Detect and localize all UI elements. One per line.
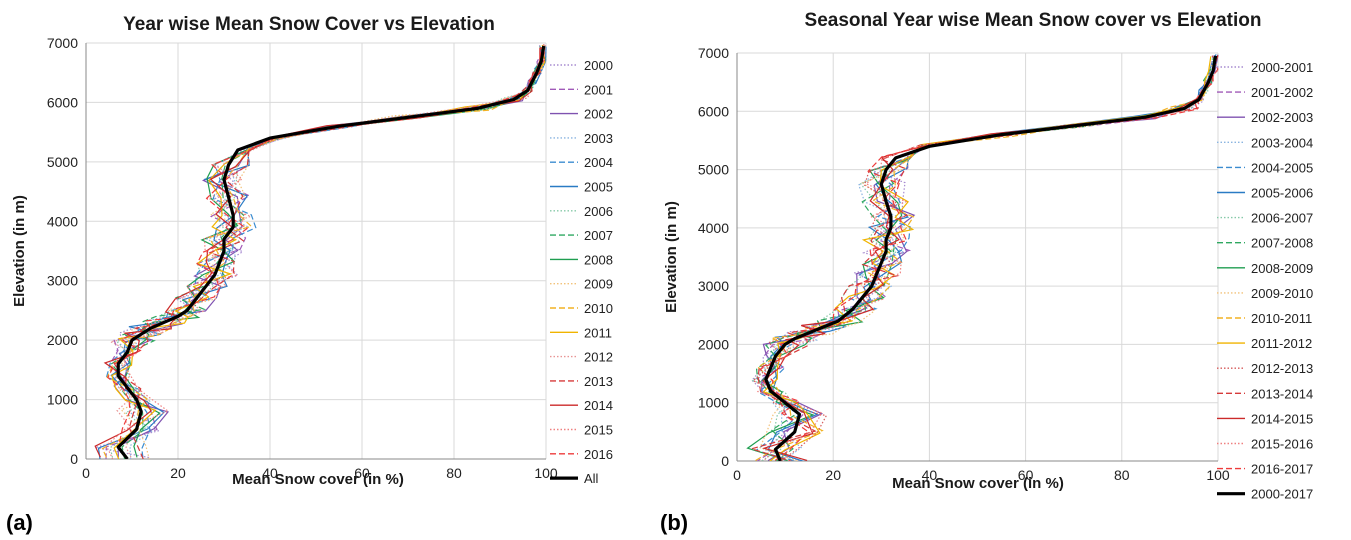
legend-entry-2001-2002: 2001-2002: [1251, 85, 1313, 100]
x-tick-label: 60: [1018, 467, 1034, 483]
legend-entry-2007-2008: 2007-2008: [1251, 236, 1313, 251]
legend-entry-2006-2007: 2006-2007: [1251, 211, 1313, 226]
legend-entry-2011-2012: 2011-2012: [1251, 336, 1312, 351]
legend-entry-2007: 2007: [584, 228, 613, 243]
x-tick-label: 60: [354, 465, 370, 481]
x-tick-label: 100: [1206, 467, 1230, 483]
y-tick-label: 2000: [698, 336, 729, 352]
x-tick-label: 80: [1114, 467, 1130, 483]
legend-entry-2001: 2001: [584, 82, 613, 97]
x-tick-label: 20: [170, 465, 186, 481]
legend-entry-2004-2005: 2004-2005: [1251, 160, 1313, 175]
series-line-2006-2007: [751, 57, 1215, 461]
x-axis-label: Mean Snow cover (in %): [892, 475, 1064, 492]
legend-entry-2002: 2002: [584, 107, 613, 122]
x-axis-label: Mean Snow cover (in %): [232, 471, 404, 488]
series-line-2016: [107, 47, 542, 458]
series-line-2007: [110, 45, 547, 459]
legend-entry-2009: 2009: [584, 277, 613, 292]
legend-entry-2016-2017: 2016-2017: [1251, 462, 1313, 477]
series-line-2012-2013: [752, 55, 1217, 461]
series-line-All: [116, 45, 546, 459]
legend-entry-2014: 2014: [584, 398, 613, 413]
y-axis-label: Elevation (in m): [11, 195, 28, 307]
y-axis-label: Elevation (in m): [663, 201, 680, 313]
y-tick-label: 3000: [47, 273, 78, 289]
legend-entry-2016: 2016: [584, 447, 613, 462]
legend-entry-2006: 2006: [584, 204, 613, 219]
legend-entry-2013-2014: 2013-2014: [1251, 386, 1313, 401]
y-tick-label: 0: [721, 453, 729, 469]
legend-entry-2009-2010: 2009-2010: [1251, 286, 1313, 301]
legend-entry-2012: 2012: [584, 350, 613, 365]
series-line-2010: [101, 44, 547, 458]
series-line-2013: [112, 44, 546, 459]
legend-entry-2015: 2015: [584, 423, 613, 438]
legend-entry-2005: 2005: [584, 180, 613, 195]
legend-entry-2005-2006: 2005-2006: [1251, 186, 1313, 201]
chart-title: Year wise Mean Snow Cover vs Elevation: [123, 14, 495, 35]
y-tick-label: 3000: [698, 278, 729, 294]
legend-entry-2008: 2008: [584, 252, 613, 267]
y-tick-label: 1000: [698, 395, 729, 411]
x-tick-label: 0: [733, 467, 741, 483]
series-line-2016-2017: [759, 54, 1219, 461]
plot-area: [746, 54, 1219, 461]
y-tick-label: 0: [70, 451, 78, 467]
legend-entry-2010-2011: 2010-2011: [1251, 311, 1312, 326]
x-tick-label: 40: [262, 465, 278, 481]
chart-title: Seasonal Year wise Mean Snow cover vs El…: [805, 10, 1262, 31]
legend-entry-2010: 2010: [584, 301, 613, 316]
panel-label: (a): [6, 510, 33, 535]
legend-entry-2014-2015: 2014-2015: [1251, 411, 1313, 426]
y-tick-label: 4000: [47, 213, 78, 229]
legend-entry-2000: 2000: [584, 58, 613, 73]
x-tick-label: 0: [82, 465, 90, 481]
legend-entry-All: All: [584, 471, 599, 486]
series-line-2000-2017: [764, 55, 1218, 461]
plot-area: [94, 44, 547, 459]
legend-entry-2013: 2013: [584, 374, 613, 389]
y-tick-label: 7000: [698, 45, 729, 61]
chart-panel-a: 0 20 40 60 80 1000100020003000400050006000700…: [6, 14, 613, 535]
legend-entry-2012-2013: 2012-2013: [1251, 361, 1313, 376]
legend-entry-2015-2016: 2015-2016: [1251, 437, 1313, 452]
x-tick-label: 20: [825, 467, 841, 483]
legend-entry-2002-2003: 2002-2003: [1251, 110, 1313, 125]
series-line-2015: [105, 47, 546, 459]
y-tick-label: 7000: [47, 35, 78, 51]
x-tick-label: 80: [446, 465, 462, 481]
y-tick-label: 4000: [698, 220, 729, 236]
y-tick-label: 1000: [47, 392, 78, 408]
y-tick-label: 5000: [698, 162, 729, 178]
legend-entry-2011: 2011: [584, 325, 612, 340]
legend-entry-2004: 2004: [584, 155, 613, 170]
chart-panel-b: 0 20 40 60 80 1000100020003000400050006000700…: [660, 10, 1313, 535]
legend-entry-2000-2001: 2000-2001: [1251, 60, 1313, 75]
series-line-2012: [108, 44, 547, 458]
legend-entry-2003-2004: 2003-2004: [1251, 135, 1313, 150]
legend-entry-2003: 2003: [584, 131, 613, 146]
y-tick-label: 6000: [47, 94, 78, 110]
y-tick-label: 5000: [47, 154, 78, 170]
legend-entry-2000-2017: 2000-2017: [1251, 487, 1313, 502]
panel-label: (b): [660, 510, 688, 535]
legend-entry-2008-2009: 2008-2009: [1251, 261, 1313, 276]
y-tick-label: 2000: [47, 332, 78, 348]
x-tick-label: 40: [922, 467, 938, 483]
y-tick-label: 6000: [698, 103, 729, 119]
